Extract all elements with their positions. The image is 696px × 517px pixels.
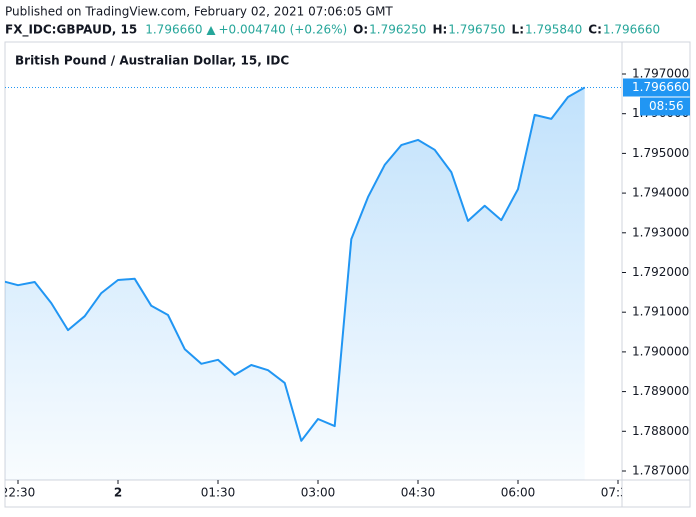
y-tick-label: 1.792000 xyxy=(632,265,689,279)
countdown-label: 08:56 xyxy=(649,99,684,113)
y-tick-label: 1.789000 xyxy=(632,384,689,398)
price-line xyxy=(5,86,586,442)
x-tick-label: 22:30 xyxy=(1,486,36,500)
y-tick-label: 1.791000 xyxy=(632,305,689,319)
y-tick-label: 1.797000 xyxy=(632,66,689,80)
price-axis: 1.787000 1.788000 1.789000 1.790000 1.791000… xyxy=(622,66,689,477)
x-tick-label: 03:00 xyxy=(301,486,336,500)
x-tick-label: 01:30 xyxy=(201,486,236,500)
header-text: 1.796250 xyxy=(369,23,426,37)
header-text: O: xyxy=(353,23,368,37)
symbol-line: FX_IDC:GBPAUD, 15 1.796660 +0.004740 (+0.2… xyxy=(5,23,660,38)
header-text: 1.795840 xyxy=(525,23,582,37)
header-text: L: xyxy=(512,23,524,37)
x-tick-label: 07:30 xyxy=(601,486,636,500)
plot-area xyxy=(5,86,586,480)
chart-frame xyxy=(4,41,691,508)
y-tick-label: 1.790000 xyxy=(632,344,689,358)
y-tick-label: 1.795000 xyxy=(632,146,689,160)
header-text: C: xyxy=(588,23,602,37)
x-tick-label: 06:00 xyxy=(501,486,536,500)
last-price-box xyxy=(623,78,690,97)
header-text: 1.796660 xyxy=(603,23,660,37)
countdown-box xyxy=(640,97,690,116)
time-axis: 22:30 2 01:30 03:00 04:30 06:00 07:30 xyxy=(1,480,636,500)
header-text: FX_IDC:GBPAUD, 15 xyxy=(5,23,137,38)
y-tick-label: 1.788000 xyxy=(632,424,689,438)
header-text: H: xyxy=(432,23,447,37)
header-text: 1.796750 xyxy=(448,23,505,37)
up-arrow-icon xyxy=(206,26,216,35)
last-price-label: 1.796660 xyxy=(632,80,689,94)
y-tick-label: 1.787000 xyxy=(632,463,689,477)
y-tick-label: 1.794000 xyxy=(632,186,689,200)
x-tick-label: 04:30 xyxy=(401,486,436,500)
header-text: +0.004740 (+0.26%) xyxy=(219,23,348,37)
published-line: Published on TradingView.com, February 0… xyxy=(5,5,393,19)
x-tick-label: 2 xyxy=(114,486,122,500)
y-tick-label: 1.793000 xyxy=(632,225,689,239)
area-fill xyxy=(5,87,585,480)
chart-title: British Pound / Australian Dollar, 15, I… xyxy=(15,54,289,68)
header-text: 1.796660 xyxy=(145,23,202,37)
